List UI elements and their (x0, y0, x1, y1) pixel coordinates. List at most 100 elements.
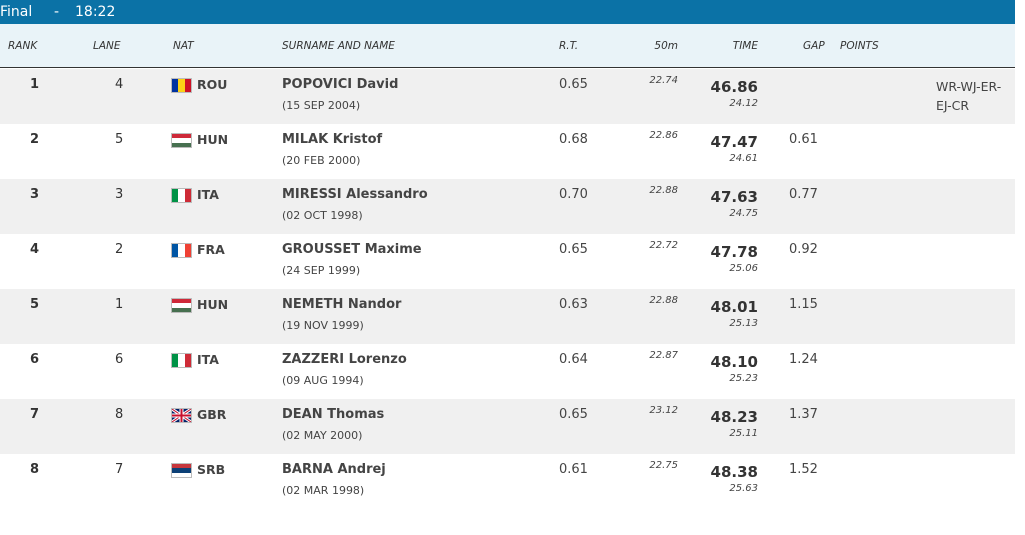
reaction-time: 0.65 (559, 77, 588, 92)
result-row: 2 5 HUN MILAK Kristof (20 FEB 2000) 0.68 22.86… (0, 124, 1015, 179)
record: WR-WJ-ER-EJ-CR (936, 79, 1002, 113)
nation: GBR (197, 407, 227, 422)
birth-date: (15 SEP 2004) (282, 99, 361, 112)
col-gap: GAP (803, 40, 825, 52)
flag (172, 464, 191, 477)
col-split: 50m (654, 40, 678, 52)
flag (172, 134, 191, 147)
final-time: 47.47 (710, 133, 758, 151)
col-lane: LANE (93, 40, 121, 52)
nation: ROU (197, 77, 228, 92)
second-split: 25.06 (729, 263, 758, 274)
split-50m: 22.86 (649, 130, 678, 141)
second-split: 25.23 (729, 373, 758, 384)
final-time: 47.63 (710, 188, 758, 206)
athlete-name: BARNA Andrej (282, 462, 386, 477)
gap: 1.52 (789, 462, 818, 477)
nation: SRB (197, 462, 226, 477)
birth-date: (02 MAR 1998) (282, 484, 365, 497)
gap: 1.24 (789, 352, 818, 367)
athlete-name: POPOVICI David (282, 77, 399, 92)
rank: 3 (30, 187, 40, 202)
second-split: 25.13 (729, 318, 758, 329)
result-row: 4 2 FRA GROUSSET Maxime (24 SEP 1999) 0.65 22.… (0, 234, 1015, 289)
nation: ITA (197, 187, 219, 202)
reaction-time: 0.65 (559, 407, 588, 422)
lane: 7 (115, 462, 124, 477)
athlete-name: MILAK Kristof (282, 132, 383, 147)
final-time: 48.10 (710, 353, 758, 371)
start-time: 18:22 (75, 4, 116, 20)
title: Final (0, 4, 33, 20)
rank: 2 (30, 132, 40, 147)
final-time: 48.38 (710, 463, 758, 481)
flag (172, 79, 191, 92)
rank: 1 (30, 77, 40, 92)
reaction-time: 0.63 (559, 297, 588, 312)
second-split: 25.11 (729, 428, 758, 439)
col-nat: NAT (173, 40, 194, 52)
birth-date: (24 SEP 1999) (282, 264, 361, 277)
split-50m: 22.88 (649, 185, 678, 196)
col-name: SURNAME AND NAME (282, 40, 395, 52)
col-rt: R.T. (559, 40, 579, 52)
birth-date: (02 MAY 2000) (282, 429, 363, 442)
separator: - (54, 4, 60, 20)
athlete-name: NEMETH Nandor (282, 297, 402, 312)
lane: 1 (115, 297, 124, 312)
table-header: RANK LANE NAT SURNAME AND NAME R.T. 50m … (0, 24, 1015, 68)
result-row: 5 1 HUN NEMETH Nandor (19 NOV 1999) 0.63 22.88… (0, 289, 1015, 344)
reaction-time: 0.70 (559, 187, 588, 202)
flag (172, 354, 191, 367)
athlete-name: MIRESSI Alessandro (282, 187, 428, 202)
gap: 0.61 (789, 132, 818, 147)
nation: HUN (197, 297, 229, 312)
reaction-time: 0.68 (559, 132, 588, 147)
birth-date: (09 AUG 1994) (282, 374, 364, 387)
rank: 6 (30, 352, 40, 367)
birth-date: (02 OCT 1998) (282, 209, 363, 222)
lane: 8 (115, 407, 124, 422)
rank: 5 (30, 297, 40, 312)
nation: ITA (197, 352, 219, 367)
athlete-name: ZAZZERI Lorenzo (282, 352, 407, 367)
flag (172, 409, 191, 422)
athlete-name: GROUSSET Maxime (282, 242, 422, 257)
flag (172, 189, 191, 202)
second-split: 25.63 (729, 483, 758, 494)
final-time: 48.01 (710, 298, 758, 316)
result-row: 1 4 ROU POPOVICI David (15 SEP 2004) 0.65 22.7… (0, 69, 1015, 124)
split-50m: 22.87 (649, 350, 678, 361)
split-50m: 22.74 (649, 75, 678, 86)
athlete-name: DEAN Thomas (282, 407, 385, 422)
gap: 0.77 (789, 187, 818, 202)
final-time: 48.23 (710, 408, 758, 426)
result-row: 6 6 ITA ZAZZERI Lorenzo (09 AUG 1994) 0.64 22.… (0, 344, 1015, 399)
nation: FRA (197, 242, 225, 257)
lane: 4 (115, 77, 124, 92)
birth-date: (20 FEB 2000) (282, 154, 361, 167)
second-split: 24.61 (729, 153, 758, 164)
top-bar: Final - 18:22 (0, 0, 1015, 24)
col-points: POINTS (840, 40, 879, 52)
reaction-time: 0.61 (559, 462, 588, 477)
final-time: 47.78 (710, 243, 758, 261)
rank: 7 (30, 407, 40, 422)
split-50m: 23.12 (649, 405, 678, 416)
lane: 6 (115, 352, 124, 367)
lane: 2 (115, 242, 124, 257)
flag (172, 299, 191, 312)
col-time: TIME (732, 40, 758, 52)
reaction-time: 0.64 (559, 352, 588, 367)
result-row: 7 8 GBR DEAN Thomas (02 MAY 2000) 0.65 23.12 48… (0, 399, 1015, 454)
rank: 8 (30, 462, 40, 477)
gap: 0.92 (789, 242, 818, 257)
split-50m: 22.72 (649, 240, 678, 251)
col-rank: RANK (8, 40, 38, 52)
flag (172, 244, 191, 257)
rank: 4 (30, 242, 40, 257)
second-split: 24.12 (729, 98, 758, 109)
gap: 1.37 (789, 407, 818, 422)
split-50m: 22.88 (649, 295, 678, 306)
